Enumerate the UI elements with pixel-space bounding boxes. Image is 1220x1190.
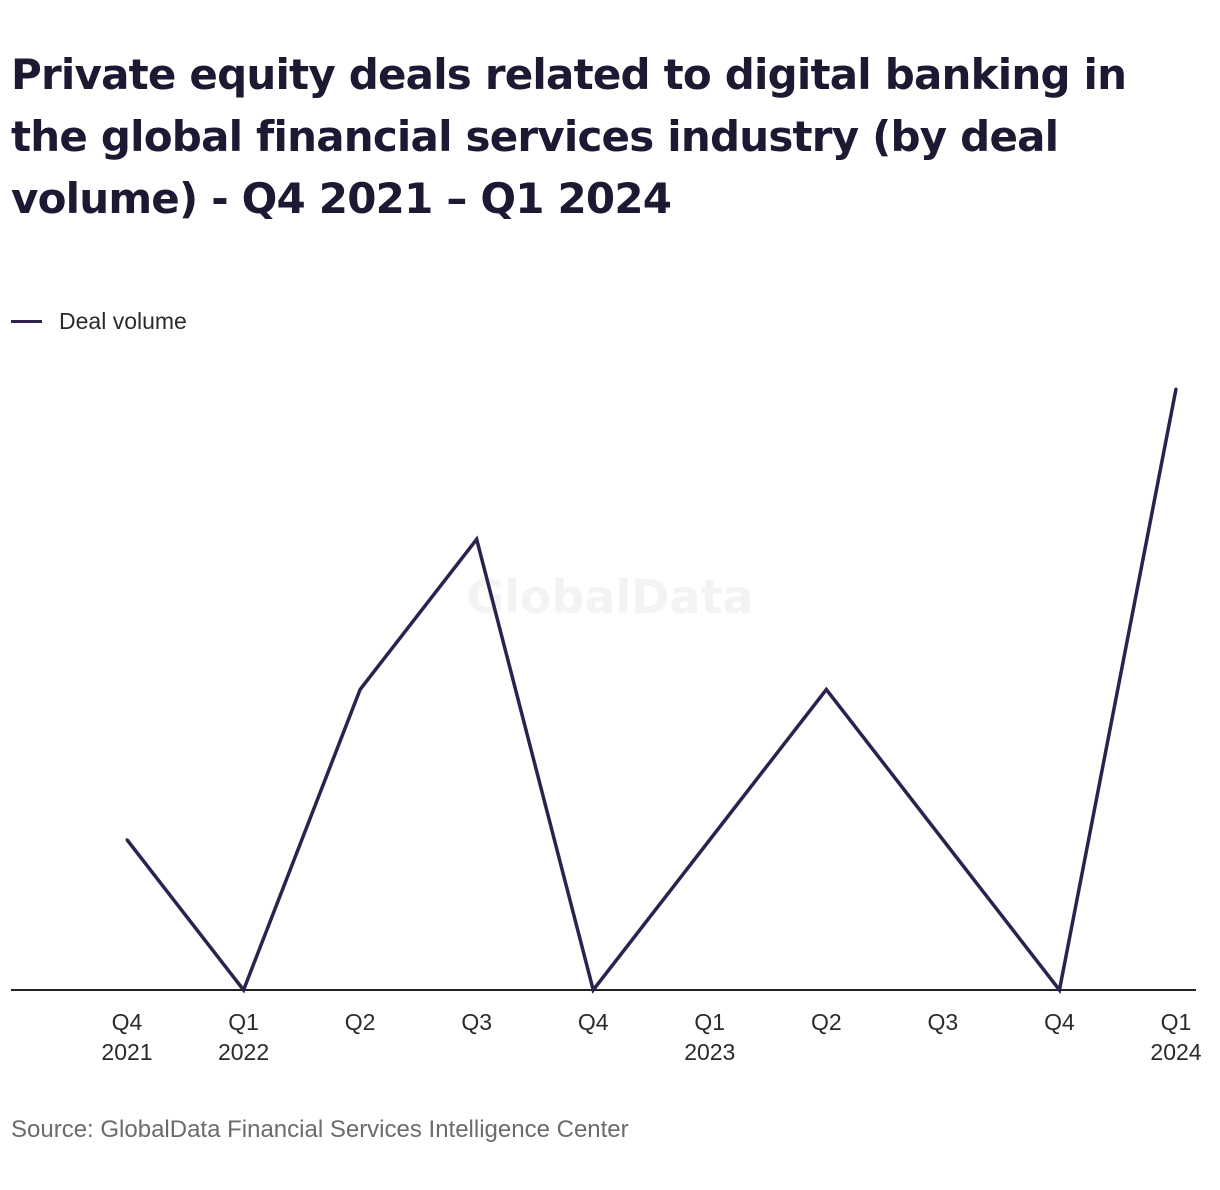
x-tick-label-quarter: Q3 [461, 1009, 492, 1035]
chart-title: Private equity deals related to digital … [11, 50, 1127, 223]
x-axis-tick-labels: Q4 2021 Q1 2022 Q2 Q3 Q4 Q1 2023 Q2 Q3 Q4 Q1 2024 [101, 1009, 1201, 1065]
data-point [242, 988, 246, 992]
data-point [824, 688, 828, 691]
legend-label-deal-volume: Deal volume [59, 307, 187, 334]
x-tick-label-quarter: Q4 [112, 1009, 143, 1035]
data-point [708, 838, 712, 842]
x-tick-label-quarter: Q1 [694, 1009, 725, 1035]
x-tick-label-year: 2024 [1150, 1039, 1201, 1065]
x-tick-label-quarter: Q4 [578, 1009, 609, 1035]
x-tick-label-quarter: Q2 [811, 1009, 842, 1035]
data-point [591, 988, 595, 992]
data-point [1174, 387, 1178, 391]
legend: Deal volume [11, 306, 187, 336]
watermark-logo: GlobalData [466, 570, 753, 624]
x-tick-label-quarter: Q1 [1161, 1009, 1192, 1035]
series-line-deal-volume [125, 388, 1178, 995]
data-point [941, 838, 945, 842]
source-note: Source: GlobalData Financial Services In… [11, 1116, 629, 1143]
x-tick-label-year: 2023 [684, 1039, 735, 1065]
data-points [125, 387, 1178, 992]
data-point [125, 838, 129, 842]
x-tick-label-quarter: Q1 [228, 1009, 259, 1035]
x-tick-label-quarter: Q4 [1044, 1009, 1075, 1035]
data-point [475, 537, 479, 541]
x-tick-label-quarter: Q3 [928, 1009, 959, 1035]
x-tick-label-year: 2021 [101, 1039, 152, 1065]
data-point [1057, 988, 1061, 992]
x-tick-label-quarter: Q2 [345, 1009, 376, 1035]
data-point [358, 688, 362, 691]
legend-swatch-deal-volume [11, 319, 42, 323]
x-tick-label-year: 2022 [218, 1039, 269, 1065]
